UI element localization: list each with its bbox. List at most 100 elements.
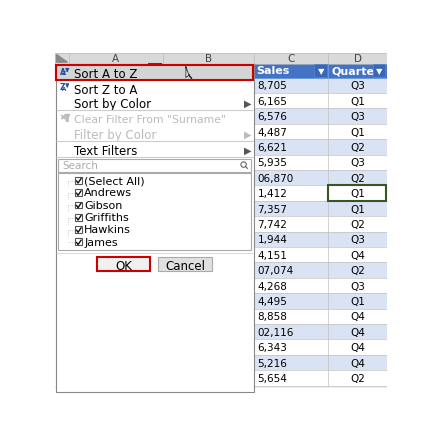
- Bar: [253, 78, 328, 93]
- Bar: [328, 247, 386, 262]
- Text: Z: Z: [59, 83, 65, 92]
- Text: Gibson: Gibson: [84, 201, 122, 211]
- Bar: [328, 293, 386, 309]
- Bar: [253, 93, 328, 108]
- Text: A: A: [112, 54, 119, 64]
- Text: Hawkins: Hawkins: [84, 225, 131, 235]
- Text: Text Filters: Text Filters: [74, 146, 137, 158]
- Bar: [253, 232, 328, 247]
- Text: Filter by Color: Filter by Color: [74, 129, 156, 142]
- Text: 6,343: 6,343: [257, 343, 287, 353]
- Text: Q1: Q1: [349, 127, 364, 138]
- Text: A: A: [59, 67, 65, 77]
- Text: 5,654: 5,654: [257, 374, 287, 384]
- Text: 4,151: 4,151: [257, 251, 287, 261]
- Bar: [55, 53, 386, 64]
- Text: Z: Z: [62, 71, 66, 76]
- Text: Sort A to Z: Sort A to Z: [74, 68, 137, 81]
- Bar: [328, 108, 386, 124]
- Text: 07,074: 07,074: [257, 266, 293, 276]
- Bar: [253, 293, 328, 309]
- Text: 5,216: 5,216: [257, 359, 287, 369]
- Text: Q2: Q2: [349, 174, 364, 184]
- Text: Surname: Surname: [72, 66, 127, 76]
- Text: Q4: Q4: [349, 343, 364, 353]
- Text: Sales: Sales: [256, 66, 289, 76]
- Bar: [328, 154, 386, 170]
- Polygon shape: [56, 54, 67, 62]
- Text: Q4: Q4: [349, 328, 364, 338]
- Bar: [328, 78, 386, 93]
- Bar: [314, 64, 326, 77]
- Text: 6,165: 6,165: [257, 97, 287, 107]
- Text: 1,412: 1,412: [257, 189, 287, 199]
- Text: 7,357: 7,357: [257, 205, 287, 215]
- Bar: [253, 355, 328, 370]
- Text: Griffiths: Griffiths: [84, 213, 129, 223]
- Bar: [253, 216, 328, 232]
- Bar: [253, 278, 328, 293]
- Text: Q3: Q3: [349, 282, 364, 292]
- Bar: [328, 93, 386, 108]
- Bar: [253, 309, 328, 324]
- Bar: [253, 185, 328, 201]
- Text: 8,705: 8,705: [257, 82, 286, 91]
- Text: ▶: ▶: [244, 99, 251, 109]
- Bar: [328, 370, 386, 385]
- Bar: [328, 309, 386, 324]
- Text: Clear Filter From "Surname": Clear Filter From "Surname": [74, 115, 226, 124]
- Bar: [253, 201, 328, 216]
- Text: 1: 1: [58, 66, 65, 76]
- Bar: [328, 216, 386, 232]
- Text: 6,621: 6,621: [257, 143, 287, 153]
- Text: Sort by Color: Sort by Color: [74, 98, 151, 111]
- Bar: [75, 214, 82, 221]
- Text: 1,944: 1,944: [257, 235, 287, 245]
- Text: C: C: [287, 54, 294, 64]
- Bar: [328, 278, 386, 293]
- Text: ::: ::: [56, 385, 62, 395]
- Bar: [328, 355, 386, 370]
- Bar: [328, 201, 386, 216]
- Text: Q4: Q4: [349, 251, 364, 261]
- Text: Andrews: Andrews: [84, 188, 132, 198]
- Text: Search: Search: [62, 161, 98, 172]
- Bar: [253, 170, 328, 185]
- Text: Q1: Q1: [349, 205, 364, 215]
- Bar: [75, 189, 82, 196]
- Text: Q4: Q4: [349, 312, 364, 322]
- Text: Q3: Q3: [349, 112, 364, 122]
- Text: 4,495: 4,495: [257, 297, 287, 307]
- Bar: [253, 124, 328, 139]
- Bar: [75, 177, 82, 184]
- Text: James: James: [84, 238, 117, 248]
- Text: Office: Office: [166, 66, 203, 76]
- Bar: [75, 202, 82, 209]
- Bar: [55, 385, 386, 388]
- Bar: [75, 226, 82, 233]
- Text: ▼: ▼: [242, 67, 249, 76]
- Bar: [328, 324, 386, 340]
- Text: D: D: [353, 54, 361, 64]
- Bar: [253, 139, 328, 154]
- Text: Q2: Q2: [349, 220, 364, 230]
- Bar: [55, 64, 253, 392]
- Text: Q4: Q4: [349, 359, 364, 369]
- Bar: [239, 64, 252, 77]
- Text: Q2: Q2: [349, 143, 364, 153]
- Bar: [56, 65, 252, 80]
- Text: ✖: ✖: [58, 114, 66, 123]
- Text: (Select All): (Select All): [84, 176, 144, 186]
- Polygon shape: [185, 67, 192, 78]
- Bar: [158, 257, 212, 271]
- Bar: [58, 173, 251, 250]
- Text: B: B: [204, 54, 211, 64]
- Bar: [328, 124, 386, 139]
- Bar: [253, 108, 328, 124]
- Bar: [253, 340, 328, 355]
- Bar: [96, 257, 150, 271]
- Text: OK: OK: [115, 260, 132, 273]
- Text: ▼: ▼: [152, 67, 158, 76]
- Text: 4,268: 4,268: [257, 282, 287, 292]
- Text: Q3: Q3: [349, 82, 364, 91]
